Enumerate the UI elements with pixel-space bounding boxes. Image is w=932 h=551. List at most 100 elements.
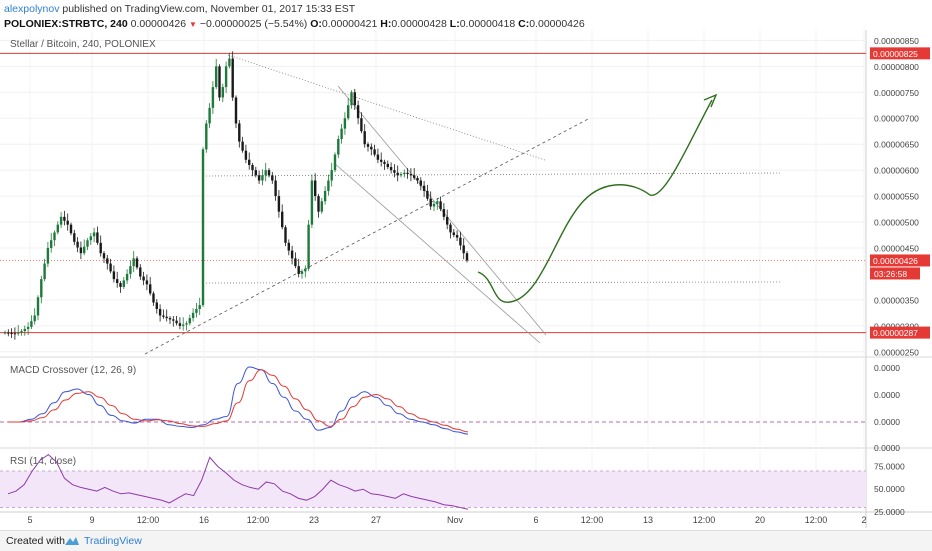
candle-body xyxy=(327,180,330,191)
author-link[interactable]: alexpolynov xyxy=(4,3,60,15)
candle-body xyxy=(89,236,92,241)
candle-body xyxy=(416,177,419,181)
candle-body xyxy=(109,263,112,272)
candle-body xyxy=(132,258,135,267)
candle-body xyxy=(446,216,449,225)
trend-line xyxy=(337,85,547,336)
down-triangle-icon: ▼ xyxy=(189,20,197,29)
candle-body xyxy=(271,175,274,181)
candle-body xyxy=(304,268,307,272)
candle-body xyxy=(439,201,442,210)
projection-arrow-icon xyxy=(703,93,718,108)
candle-body xyxy=(10,332,13,334)
high-value: 0.00000428 xyxy=(391,18,447,30)
tradingview-brand[interactable]: TradingView xyxy=(84,535,142,547)
candle-body xyxy=(350,92,353,106)
candle-body xyxy=(7,332,10,334)
price-tick-label: 0.00000250 xyxy=(874,347,919,357)
price-tick-label: 0.00000550 xyxy=(874,192,919,202)
candle-body xyxy=(3,332,7,334)
candle-body xyxy=(363,131,366,145)
candle-body xyxy=(353,92,356,106)
candle-body xyxy=(432,203,436,207)
time-tick-label: 16 xyxy=(199,515,209,525)
candle-body xyxy=(145,280,149,285)
candle-body xyxy=(162,315,165,317)
candle-body xyxy=(343,118,347,129)
candle-body xyxy=(330,170,333,181)
candle-body xyxy=(380,159,383,162)
candle-body xyxy=(66,220,69,225)
candle-body xyxy=(419,180,422,186)
countdown-badge xyxy=(870,267,920,280)
rsi-band xyxy=(0,471,866,508)
candle-body xyxy=(36,297,40,316)
candle-body xyxy=(406,172,409,175)
symbol-text: POLONIEX:STRBTC, 240 xyxy=(4,18,128,30)
candle-body xyxy=(248,159,251,165)
price-tick-label: 0.00000750 xyxy=(874,88,919,98)
trend-line xyxy=(205,281,781,284)
candle-body xyxy=(429,198,432,207)
candle-body xyxy=(333,154,337,171)
candle-body xyxy=(30,321,33,327)
rsi-tick-label: 50.0000 xyxy=(874,484,905,494)
candle-body xyxy=(142,276,145,281)
time-tick-label: 13 xyxy=(643,515,653,525)
candle-body xyxy=(436,201,439,204)
macd-pane-title: MACD Crossover (12, 26, 9) xyxy=(10,365,136,376)
candle-body xyxy=(234,97,238,124)
candle-body xyxy=(188,318,191,324)
candle-body xyxy=(53,232,56,241)
candle-body xyxy=(320,201,323,212)
candle-body xyxy=(307,224,310,269)
high-label: H: xyxy=(380,18,392,30)
time-tick-label: 27 xyxy=(371,515,381,525)
candle-body xyxy=(92,232,96,237)
main-pane-title: Stellar / Bitcoin, 240, POLONIEX xyxy=(10,39,156,50)
trading-chart[interactable]: 0.00000850 0.00000800 0.00000750 0.00000700… xyxy=(0,0,932,530)
created-with-text: Created with xyxy=(6,535,65,547)
candle-body xyxy=(17,332,20,334)
candle-body xyxy=(191,312,195,319)
candle-body xyxy=(122,280,125,287)
candle-body xyxy=(462,245,465,254)
candle-body xyxy=(347,105,350,119)
price-tick-label: 0.00000650 xyxy=(874,140,919,150)
candle-body xyxy=(277,196,281,212)
candle-body xyxy=(389,167,393,171)
candle-body xyxy=(102,253,106,259)
candle-body xyxy=(195,308,198,313)
candle-body xyxy=(178,323,182,326)
candle-body xyxy=(231,58,234,98)
macd-tick-label: 0.0000 xyxy=(874,443,900,453)
candle-body xyxy=(152,293,155,303)
candle-body xyxy=(13,333,17,335)
candle-body xyxy=(310,180,314,225)
candle-body xyxy=(59,216,63,225)
candle-body xyxy=(20,331,23,333)
candle-body xyxy=(79,247,83,254)
candle-body xyxy=(96,232,99,243)
candle-body xyxy=(46,248,50,264)
candle-body xyxy=(205,123,208,150)
chart-header: alexpolynov published on TradingView.com… xyxy=(4,2,585,32)
candle-body xyxy=(337,139,340,155)
candle-body xyxy=(281,211,284,228)
candle-body xyxy=(198,305,201,309)
macd-tick-label: 0.0000 xyxy=(874,363,900,373)
macd-series-line xyxy=(7,366,469,435)
open-value: 0.00000421 xyxy=(321,18,378,30)
macd-tick-label: 0.0000 xyxy=(874,417,900,427)
candle-body xyxy=(185,323,188,325)
candle-body xyxy=(135,258,139,268)
footer-bar: Created with TradingView xyxy=(0,530,932,551)
price-level-label: 0.00000426 xyxy=(873,256,918,266)
time-tick-label: 23 xyxy=(309,515,319,525)
time-tick-label: 12:00 xyxy=(247,515,270,525)
candle-body xyxy=(287,242,290,251)
candle-body xyxy=(383,161,386,164)
price-tick-label: 0.00000450 xyxy=(874,244,919,254)
candle-body xyxy=(168,318,172,320)
candle-body xyxy=(218,66,221,98)
